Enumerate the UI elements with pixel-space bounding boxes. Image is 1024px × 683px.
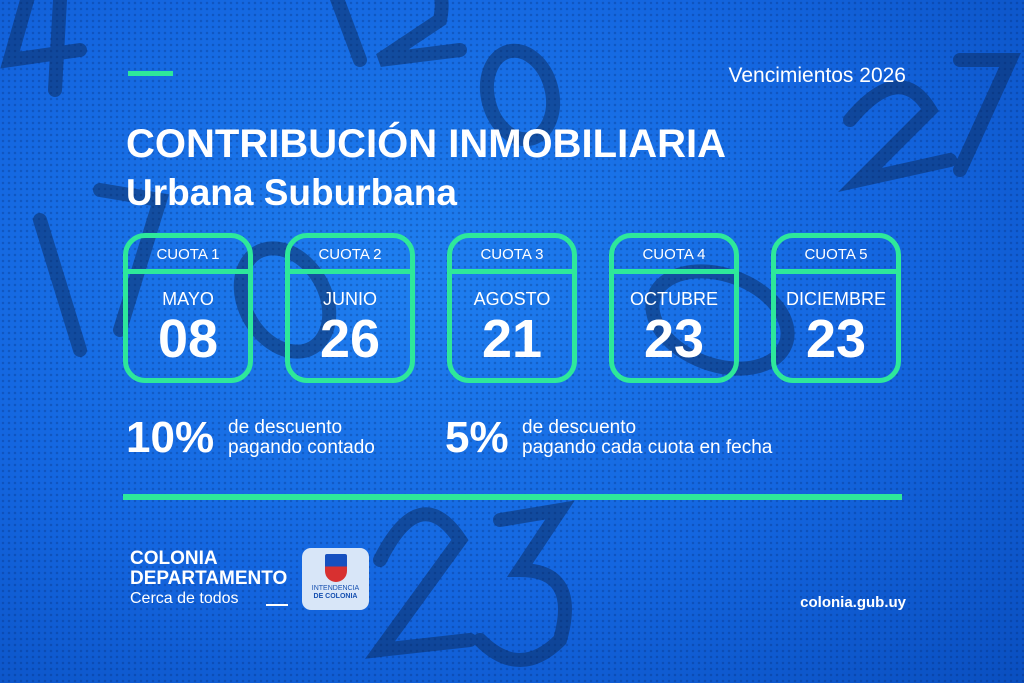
logo-text: INTENDENCIA [311,585,360,592]
cuota-label: CUOTA 1 [128,238,248,274]
brand-logo: COLONIA DEPARTAMENTO Cerca de todos [130,549,287,609]
logo-text: DE COLONIA [313,593,358,600]
cuota-card: CUOTA 1 MAYO 08 [123,233,253,383]
discount-line: pagando cada cuota en fecha [522,437,773,458]
page-subtitle: Urbana Suburbana [126,172,457,213]
website-link[interactable]: colonia.gub.uy [800,594,906,611]
cuota-card: CUOTA 2 JUNIO 26 [285,233,415,383]
background-stroke [365,500,575,667]
accent-bar [128,71,173,76]
intendencia-logo: INTENDENCIA DE COLONIA [302,548,369,610]
discount-line: de descuento [228,417,343,438]
background-stroke [33,183,170,357]
discount-percent: 10% [126,413,215,462]
discount-description: de descuento pagando contado [228,418,375,458]
cuota-day: 21 [481,309,543,369]
coat-of-arms-icon [324,554,347,582]
cuota-day: 23 [805,309,867,369]
background-stroke [0,0,87,97]
discount-line: pagando contado [228,437,375,458]
cuota-card: CUOTA 4 OCTUBRE 23 [609,233,739,383]
cuota-month: OCTUBRE [629,289,718,309]
cuota-label: CUOTA 2 [290,238,410,274]
cuota-label: CUOTA 3 [452,238,572,274]
brand-dash [266,604,288,606]
cuota-label: CUOTA 4 [614,238,734,274]
cuota-month: DICIEMBRE [785,289,886,309]
cuota-month: AGOSTO [473,289,551,309]
discount-percent: 5% [445,413,509,462]
year-label: Vencimientos 2026 [728,64,906,87]
cuota-day: 08 [157,309,219,369]
divider [123,494,902,500]
discount-description: de descuento pagando cada cuota en fecha [522,418,772,458]
cuota-month: JUNIO [323,289,377,309]
brand-line: COLONIA [130,548,218,569]
cuota-month: MAYO [162,289,214,309]
cuota-day: 23 [643,309,705,369]
cuota-day: 26 [319,309,381,369]
background-stroke [838,53,1021,193]
cuota-label: CUOTA 5 [776,238,896,274]
cuota-card: CUOTA 3 AGOSTO 21 [447,233,577,383]
page-title: CONTRIBUCIÓN INMOBILIARIA [126,122,726,166]
brand-tagline: Cerca de todos [130,590,239,607]
background-stroke [479,43,561,147]
discount-line: de descuento [522,417,637,438]
cuota-card: CUOTA 5 DICIEMBRE 23 [771,233,901,383]
background-stroke [330,0,467,67]
brand-line: DEPARTAMENTO [130,568,288,589]
